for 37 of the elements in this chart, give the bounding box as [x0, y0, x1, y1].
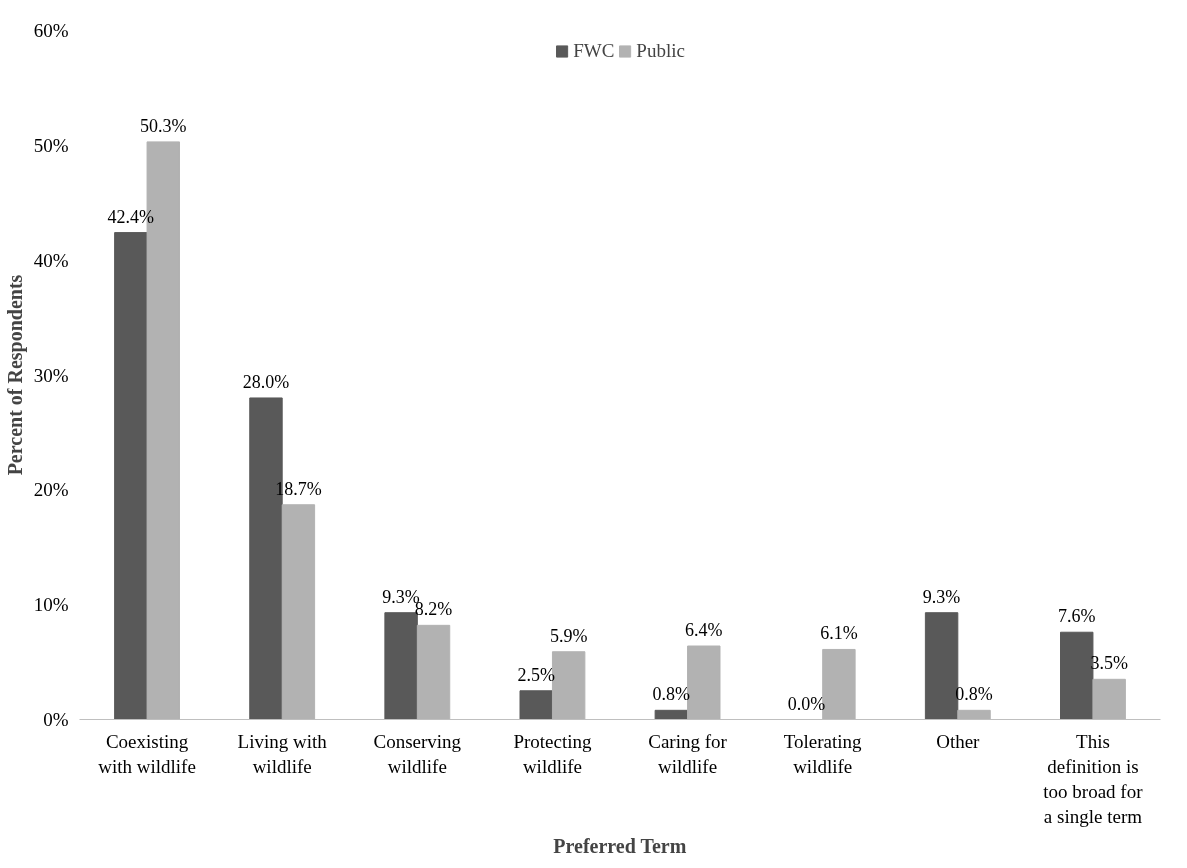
- x-tick-label: Conserving wildlife: [373, 730, 462, 777]
- x-tick-label: Tolerating wildlife: [783, 730, 863, 777]
- y-tick-label: 60%: [33, 20, 69, 41]
- bar: [957, 709, 991, 720]
- x-axis-title: Preferred Term: [553, 835, 687, 858]
- bar: [281, 504, 316, 720]
- x-tick-label: Coexisting with wildlife: [98, 730, 196, 777]
- data-label: 6.1%: [820, 623, 858, 644]
- x-tick-label: This definition is too broad for a single term: [1043, 730, 1144, 828]
- bar: [654, 709, 689, 720]
- bar: [114, 232, 148, 720]
- data-label: 5.9%: [549, 625, 588, 646]
- y-tick-label: 40%: [33, 249, 69, 271]
- y-tick-label: 50%: [33, 134, 69, 156]
- legend-label: Public: [636, 40, 685, 62]
- data-label: 0.0%: [787, 693, 826, 714]
- y-tick-label: 10%: [33, 594, 69, 616]
- x-tick-label: Other: [936, 730, 981, 752]
- data-label: 9.3%: [922, 586, 961, 607]
- y-tick-label: 30%: [33, 364, 69, 386]
- data-label: 42.4%: [107, 206, 155, 227]
- data-label: 6.4%: [685, 620, 723, 641]
- data-label: 50.3%: [140, 115, 187, 136]
- x-tick-label: Living with wildlife: [237, 730, 328, 777]
- x-tick-label: Caring for wildlife: [648, 730, 728, 777]
- legend-label: FWC: [573, 40, 615, 62]
- bar: [1092, 678, 1126, 720]
- y-tick-label: 0%: [43, 709, 69, 730]
- data-label: 0.8%: [652, 684, 691, 705]
- y-axis-title: Percent of Respondents: [3, 274, 27, 476]
- bar: [519, 690, 553, 720]
- bar: [416, 624, 451, 720]
- data-label: 28.0%: [242, 371, 290, 392]
- data-label: 2.5%: [517, 664, 555, 685]
- y-tick-label: 20%: [33, 479, 69, 501]
- data-label: 7.6%: [1057, 606, 1096, 627]
- x-tick-label: Protecting wildlife: [513, 730, 592, 777]
